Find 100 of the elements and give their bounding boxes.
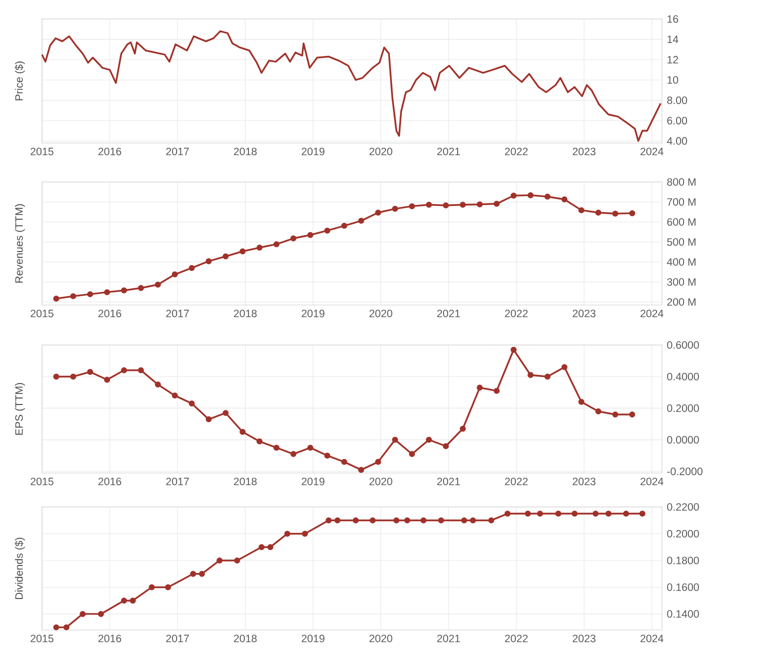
point bbox=[273, 241, 280, 248]
y-tick-label: 0.0000 bbox=[667, 436, 699, 444]
x-tick-label: 2024 bbox=[640, 310, 664, 318]
y-tick-label: 0.2000 bbox=[667, 404, 699, 412]
point bbox=[578, 207, 584, 214]
point bbox=[222, 253, 229, 260]
point bbox=[307, 444, 314, 451]
x-tick-label: 2020 bbox=[369, 478, 392, 486]
y-tick-label: 0.1600 bbox=[667, 583, 699, 591]
y-tick-label: 6.00 bbox=[667, 116, 688, 124]
point bbox=[426, 202, 432, 208]
point bbox=[334, 517, 340, 524]
x-tick-label: 2020 bbox=[369, 310, 392, 318]
x-tick-label: 2019 bbox=[302, 478, 324, 486]
y-tick-label: 8.00 bbox=[667, 96, 688, 104]
point bbox=[408, 451, 415, 458]
line-series bbox=[41, 30, 662, 142]
point bbox=[154, 282, 161, 288]
x-tick-label: 2021 bbox=[437, 634, 460, 642]
point bbox=[154, 381, 161, 388]
x-tick-label: 2024 bbox=[640, 634, 664, 642]
point bbox=[392, 436, 398, 443]
point bbox=[352, 517, 359, 524]
point bbox=[341, 458, 348, 465]
point bbox=[461, 517, 468, 524]
y-tick-label: 800 M bbox=[667, 178, 696, 186]
x-tick-label: 2015 bbox=[30, 478, 54, 486]
point bbox=[130, 598, 136, 604]
x-tick-label: 2017 bbox=[166, 310, 189, 318]
point bbox=[307, 232, 314, 238]
point bbox=[561, 196, 568, 202]
x-tick-label: 2022 bbox=[505, 478, 528, 486]
x-tick-label: 2020 bbox=[369, 634, 392, 642]
point bbox=[222, 410, 229, 416]
point bbox=[408, 203, 415, 210]
point bbox=[639, 510, 646, 517]
point bbox=[258, 544, 265, 550]
point bbox=[494, 200, 500, 207]
y-tick-label: 400 M bbox=[666, 258, 696, 266]
point bbox=[302, 530, 308, 537]
point bbox=[256, 438, 263, 444]
x-tick-label: 2017 bbox=[166, 478, 189, 486]
x-tick-label: 2015 bbox=[30, 148, 54, 156]
point bbox=[267, 544, 274, 550]
point bbox=[592, 510, 599, 517]
point bbox=[392, 206, 398, 212]
point bbox=[544, 194, 550, 200]
x-tick-label: 2018 bbox=[234, 634, 257, 642]
point bbox=[172, 271, 178, 278]
point bbox=[442, 443, 449, 450]
point bbox=[544, 374, 550, 380]
y-tick-label: 300 M bbox=[667, 278, 696, 286]
x-tick-label: 2018 bbox=[234, 310, 257, 318]
y-tick-label: 10 bbox=[668, 76, 678, 84]
point bbox=[358, 466, 364, 473]
point bbox=[98, 610, 104, 617]
point bbox=[104, 376, 110, 383]
point bbox=[510, 346, 517, 353]
x-tick-label: 2016 bbox=[98, 478, 122, 486]
point bbox=[53, 624, 60, 630]
x-tick-label: 2023 bbox=[572, 634, 596, 642]
point bbox=[53, 296, 60, 302]
point bbox=[198, 570, 205, 577]
y-tick-label: 0.1400 bbox=[667, 610, 699, 618]
point bbox=[284, 530, 290, 537]
x-tick-label: 2022 bbox=[505, 310, 528, 318]
point bbox=[188, 264, 195, 271]
point bbox=[120, 287, 128, 294]
point bbox=[172, 392, 178, 399]
y-tick-label: 0.2200 bbox=[667, 503, 699, 511]
x-tick-label: 2017 bbox=[166, 148, 189, 156]
point bbox=[240, 248, 246, 254]
point bbox=[629, 210, 636, 216]
point bbox=[63, 624, 70, 630]
point bbox=[470, 517, 476, 524]
point bbox=[629, 412, 636, 418]
point bbox=[256, 244, 263, 251]
point bbox=[324, 452, 330, 459]
y-tick-label: 12 bbox=[668, 56, 678, 64]
point bbox=[612, 412, 618, 418]
y-axis-title: Revenues (TTM) bbox=[14, 204, 25, 283]
point bbox=[188, 400, 195, 406]
point bbox=[510, 192, 517, 199]
y-tick-label: 500 M bbox=[667, 238, 696, 246]
point bbox=[290, 451, 296, 458]
point bbox=[375, 458, 382, 465]
point bbox=[138, 284, 144, 291]
point bbox=[120, 367, 128, 374]
x-tick-label: 2015 bbox=[30, 634, 54, 642]
point bbox=[442, 202, 449, 208]
point bbox=[326, 517, 332, 524]
x-tick-label: 2016 bbox=[98, 148, 122, 156]
point bbox=[165, 584, 172, 590]
point bbox=[438, 517, 444, 524]
x-tick-label: 2016 bbox=[98, 634, 122, 642]
y-tick-label: 0.2000 bbox=[667, 530, 699, 538]
point bbox=[206, 416, 212, 422]
point bbox=[87, 291, 94, 298]
point bbox=[120, 598, 127, 604]
y-tick-label: 0.1800 bbox=[667, 556, 699, 564]
